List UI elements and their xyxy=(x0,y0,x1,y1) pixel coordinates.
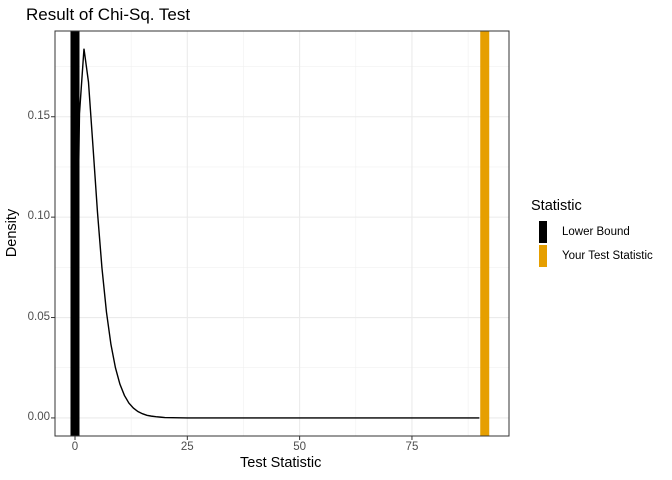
density-curve xyxy=(74,48,480,419)
chart-title: Result of Chi-Sq. Test xyxy=(26,5,191,24)
y-tick-label: 0.00 xyxy=(27,410,50,423)
vline-test-statistic xyxy=(480,31,490,436)
x-tick-label: 50 xyxy=(293,441,307,453)
y-tick-label: 0.05 xyxy=(27,310,50,323)
x-axis-label: Test Statistic xyxy=(240,455,322,471)
legend-key-test-statistic xyxy=(539,245,547,267)
x-tick-label: 0 xyxy=(71,441,79,453)
panel-border xyxy=(54,30,510,437)
y-tick-label: 0.10 xyxy=(27,210,50,223)
x-tick-label: 75 xyxy=(405,441,419,453)
legend-title: Statistic xyxy=(531,198,582,214)
vline-lower-bound xyxy=(70,31,80,436)
x-tick-label: 25 xyxy=(180,441,194,453)
legend-key-lower-bound xyxy=(539,221,547,243)
legend-label-test-statistic: Your Test Statistic xyxy=(562,250,653,262)
legend-label-lower-bound: Lower Bound xyxy=(562,226,630,238)
y-tick-label: 0.15 xyxy=(27,109,50,122)
